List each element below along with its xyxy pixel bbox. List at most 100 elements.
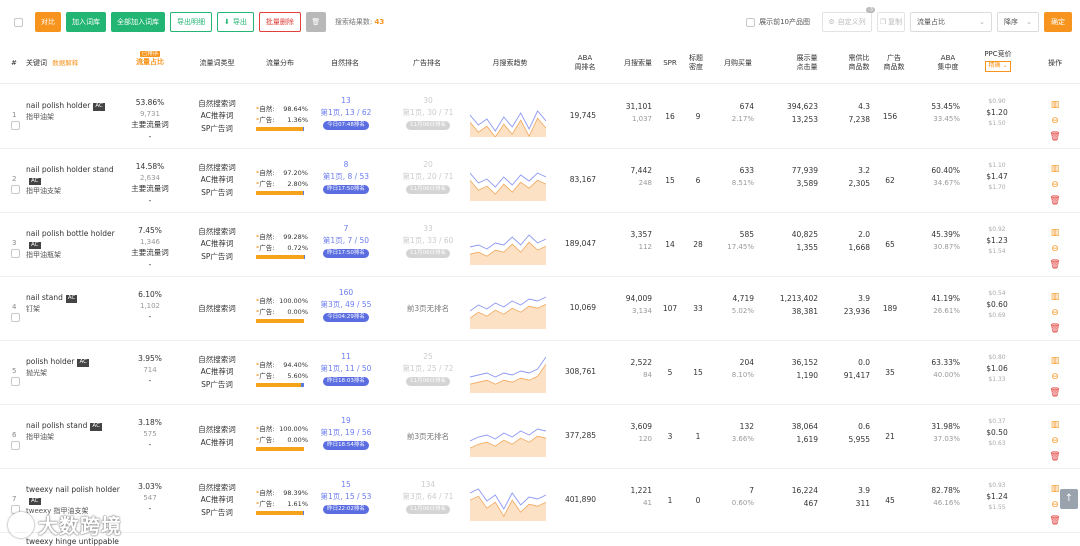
sort-field-select[interactable]: 流量占比 ⌄ [910, 12, 992, 32]
ad-rank-time: 11月06日排名 [406, 121, 450, 131]
natural-rank-cell[interactable]: 19 第1页, 19 / 56 昨日18:54排名 [314, 415, 378, 451]
natural-rank-cell[interactable]: 15 第1页, 15 / 53 昨日22:02排名 [314, 479, 378, 515]
search-trend-sparkline[interactable] [470, 289, 546, 329]
row-checkbox[interactable] [11, 377, 20, 386]
col-supply-ratio[interactable]: 需供比 商品数 [842, 54, 876, 73]
trash-icon[interactable]: 🗑 [1049, 388, 1061, 399]
top10-checkbox[interactable] [746, 17, 756, 27]
bar-chart-icon[interactable]: ▥ [1050, 420, 1060, 430]
monthly-search-value: 31,101 [625, 102, 652, 111]
bar-chart-icon[interactable]: ▥ [1050, 100, 1060, 110]
natural-rank-cell[interactable]: 11 第1页, 11 / 50 昨日18:03排名 [314, 351, 378, 387]
col-aba-concentration[interactable]: ABA 集中度 [930, 54, 966, 73]
ad-rank-cell[interactable]: 33 第1页, 33 / 60 11月06日排名 [390, 223, 466, 259]
minus-circle-icon[interactable]: ⊖ [1051, 372, 1059, 383]
copy-button[interactable]: ❐ 复制 [877, 12, 905, 32]
natural-rank-cell[interactable]: 13 第1页, 13 / 62 今日07:48排名 [314, 95, 378, 131]
trash-icon[interactable]: 🗑 [305, 12, 326, 32]
col-monthly-buy[interactable]: 月购买量 [724, 59, 752, 67]
add-to-library-button[interactable]: 加入词库 [66, 12, 106, 32]
col-title-density[interactable]: 标题 密度 [684, 54, 708, 73]
minus-circle-icon[interactable]: ⊖ [1051, 244, 1059, 255]
minus-circle-icon[interactable]: ⊖ [1051, 116, 1059, 127]
ad-rank-none: 前3页无排名 [406, 432, 450, 441]
col-spr[interactable]: SPR [663, 59, 677, 67]
bar-chart-icon[interactable]: ▥ [1050, 292, 1060, 302]
row-checkbox[interactable] [11, 185, 20, 194]
search-trend-sparkline[interactable] [470, 353, 546, 393]
minus-circle-icon[interactable]: ⊖ [1051, 436, 1059, 447]
row-checkbox[interactable] [11, 249, 20, 258]
ppc-match-select[interactable]: 精确 ⌄ [984, 61, 1012, 72]
table-row[interactable]: 1 nail polish holder AC 指甲油架 53.86% 9,731… [0, 85, 1080, 149]
ad-rank-cell[interactable]: 20 第1页, 20 / 71 11月06日排名 [390, 159, 466, 195]
search-trend-sparkline[interactable] [470, 225, 546, 265]
trash-icon[interactable]: 🗑 [1049, 260, 1061, 271]
table-row[interactable]: 6 nail polish stand AC 指甲油架 3.18% 575 - 自… [0, 405, 1080, 469]
col-ad-products[interactable]: 广告 商品数 [880, 54, 908, 73]
minus-circle-icon[interactable]: ⊖ [1051, 308, 1059, 319]
batch-delete-button[interactable]: 批量删除 [258, 12, 301, 32]
keyword-link[interactable]: nail polish holder stand [26, 165, 114, 174]
row-checkbox[interactable] [11, 313, 20, 322]
natural-rank-cell[interactable]: 160 第3页, 49 / 55 今日04:29排名 [314, 287, 378, 323]
custom-columns-button[interactable]: ⚙ 自定义列 -3 [822, 7, 875, 32]
table-row[interactable]: 3 nail polish bottle holder AC 指甲油瓶架 7.45… [0, 213, 1080, 277]
trash-icon[interactable]: 🗑 [1049, 196, 1061, 207]
trash-icon[interactable]: 🗑 [1049, 452, 1061, 463]
table-row[interactable]: 2 nail polish holder stand AC 指甲油支架 14.58… [0, 149, 1080, 213]
search-trend-sparkline[interactable] [470, 417, 546, 457]
col-impressions[interactable]: 展示量 点击量 [788, 54, 826, 73]
select-all-checkbox[interactable] [14, 17, 23, 27]
bar-chart-icon[interactable]: ▥ [1050, 484, 1060, 494]
spr-value: 107 [662, 304, 678, 313]
row-checkbox[interactable] [11, 441, 20, 450]
keyword-link[interactable]: nail polish bottle holder [26, 229, 115, 238]
table-row[interactable]: 5 polish holder AC 抛光架 3.95% 714 - 自然搜索词 A… [0, 341, 1080, 405]
search-trend-sparkline[interactable] [470, 161, 546, 201]
search-trend-sparkline[interactable] [470, 97, 546, 137]
flow-dist-bar [256, 447, 304, 452]
trash-icon[interactable]: 🗑 [1049, 324, 1061, 335]
table-row[interactable]: 4 nail stand AC 钉架 6.10% 1,102 - 自然搜索词 *自… [0, 277, 1080, 341]
keyword-link[interactable]: nail stand [26, 293, 63, 302]
next-row-keyword[interactable]: tweexy hinge untippable [26, 537, 119, 546]
flow-dist-cell: *自然: 94.40% *广告: 5.60% [256, 360, 308, 388]
bar-chart-icon[interactable]: ▥ [1050, 228, 1060, 238]
export-button[interactable]: ⬇ 导出 [217, 12, 254, 32]
ad-rank-cell[interactable]: 30 第1页, 30 / 71 11月06日排名 [390, 95, 466, 131]
col-aba-rank[interactable]: ABA 周排名 [570, 54, 600, 73]
col-monthly-search[interactable]: 月搜索量 [624, 59, 652, 67]
trash-icon[interactable]: 🗑 [1049, 132, 1061, 143]
trash-icon[interactable]: 🗑 [1049, 516, 1061, 527]
export-detail-button[interactable]: 导出明细 [170, 12, 212, 32]
compare-button[interactable]: 对比 [35, 12, 61, 32]
bar-chart-icon[interactable]: ▥ [1050, 356, 1060, 366]
keyword-link[interactable]: tweexy nail polish holder [26, 485, 120, 494]
bar-chart-icon[interactable]: ▥ [1050, 164, 1060, 174]
add-all-to-library-button[interactable]: 全部加入词库 [111, 12, 165, 32]
search-trend-sparkline[interactable] [470, 481, 546, 521]
col-natural-rank[interactable]: 自然排名 [331, 59, 359, 67]
col-ad-products-l1: 广告 [887, 54, 901, 62]
natural-rank-cell[interactable]: 7 第1页, 7 / 50 昨日17:50排名 [314, 223, 378, 259]
monthly-search-cell: 2,522 84 [612, 357, 652, 382]
ad-rank-cell[interactable]: 134 第3页, 64 / 71 11月06日排名 [390, 479, 466, 515]
result-count: 搜索结果数: 43 [335, 17, 384, 27]
minus-circle-icon[interactable]: ⊖ [1051, 180, 1059, 191]
data-explain-link[interactable]: 数据解释 [52, 59, 79, 67]
natural-rank-cell[interactable]: 8 第1页, 8 / 53 昨日17:50排名 [314, 159, 378, 195]
col-ad-rank[interactable]: 广告排名 [413, 59, 441, 67]
ad-rank-cell[interactable]: 25 第1页, 25 / 72 11月06日排名 [390, 351, 466, 387]
row-checkbox[interactable] [11, 121, 20, 130]
minus-circle-icon[interactable]: ⊖ [1051, 500, 1059, 511]
keyword-link[interactable]: nail polish stand [26, 421, 88, 430]
col-flow-share[interactable]: 已排序 流量占比 [128, 49, 172, 68]
keyword-link[interactable]: polish holder [26, 357, 75, 366]
scroll-to-top-button[interactable]: ↑ [1060, 489, 1078, 509]
table-row[interactable]: 7 tweexy nail polish holder AC tweexy 指甲油… [0, 469, 1080, 533]
keyword-link[interactable]: nail polish holder [26, 101, 91, 110]
col-keyword[interactable]: 关键词 数据解释 [26, 59, 78, 68]
sort-order-select[interactable]: 降序 ⌄ [997, 12, 1039, 32]
confirm-button[interactable]: 确定 [1044, 12, 1072, 32]
